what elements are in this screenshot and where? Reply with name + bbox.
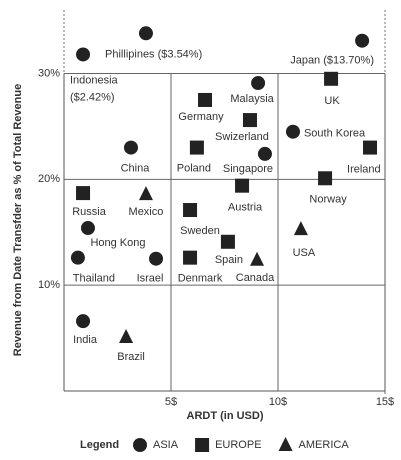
point [189, 140, 204, 155]
point-label: Poland [177, 162, 211, 174]
point [242, 113, 257, 128]
point [138, 186, 153, 201]
point-label: Israel [137, 273, 164, 285]
point-label: Ireland [347, 163, 381, 175]
point-label: Indonesia ($2.42%) [70, 74, 119, 103]
point [149, 251, 164, 266]
point [198, 92, 213, 107]
point-label: Brazil [117, 351, 145, 363]
legend-marker [278, 437, 293, 451]
point [70, 250, 85, 265]
point [119, 329, 134, 344]
point-label: Phillipines ($3.54%) [105, 48, 202, 60]
legend-marker [195, 438, 210, 452]
point [183, 250, 198, 265]
point-label: Austria [228, 202, 263, 214]
x-axis-title: ARDT (in USD) [187, 410, 264, 422]
point [220, 234, 235, 249]
point [235, 178, 250, 193]
point [257, 146, 272, 161]
x-tick-label: 5$ [165, 396, 177, 408]
legend-label: ASIA [153, 439, 179, 451]
legend-title: Legend [80, 439, 119, 451]
point [80, 221, 95, 236]
point [76, 314, 91, 329]
point-label: Swizerland [215, 131, 269, 143]
legend-marker [133, 438, 147, 452]
point-label: Japan ($13.70%) [290, 55, 374, 67]
point [250, 251, 265, 266]
point [363, 140, 378, 155]
point-label: Malaysia [230, 93, 274, 105]
point-label: Denmark [178, 273, 223, 285]
point-label: UK [324, 95, 340, 107]
point [293, 221, 308, 236]
point-label: Singapore [223, 163, 273, 175]
point [355, 33, 370, 48]
point [324, 71, 339, 86]
x-tick-label: 15$ [376, 396, 394, 408]
point-label: India [73, 334, 98, 346]
point-label: Thailand [73, 273, 115, 285]
point-label: Mexico [129, 206, 164, 218]
point [138, 26, 153, 41]
point [76, 186, 91, 201]
point [76, 47, 91, 62]
legend-label: EUROPE [215, 439, 261, 451]
point-label: Russia [72, 206, 107, 218]
y-tick-label: 10% [38, 279, 60, 291]
point [183, 203, 198, 218]
point-label: Germany [178, 111, 224, 123]
point-label: USA [293, 247, 316, 259]
point-label: China [121, 162, 151, 174]
point-label: Canada [236, 272, 275, 284]
y-tick-label: 20% [38, 173, 60, 185]
point-label: Sweden [180, 225, 220, 237]
legend-label: AMERICA [299, 439, 350, 451]
point [123, 140, 138, 155]
x-tick-label: 10$ [269, 396, 287, 408]
y-axis-title: Revenue from Date Transfder as % of Tota… [12, 84, 24, 356]
point [251, 76, 266, 91]
point-label: South Korea [304, 128, 366, 140]
point [318, 171, 333, 186]
point-label: Spain [215, 254, 243, 266]
point-label: Norway [309, 193, 347, 205]
y-tick-label: 30% [38, 67, 60, 79]
point-label: Hong Kong [90, 237, 145, 249]
point [285, 124, 300, 139]
